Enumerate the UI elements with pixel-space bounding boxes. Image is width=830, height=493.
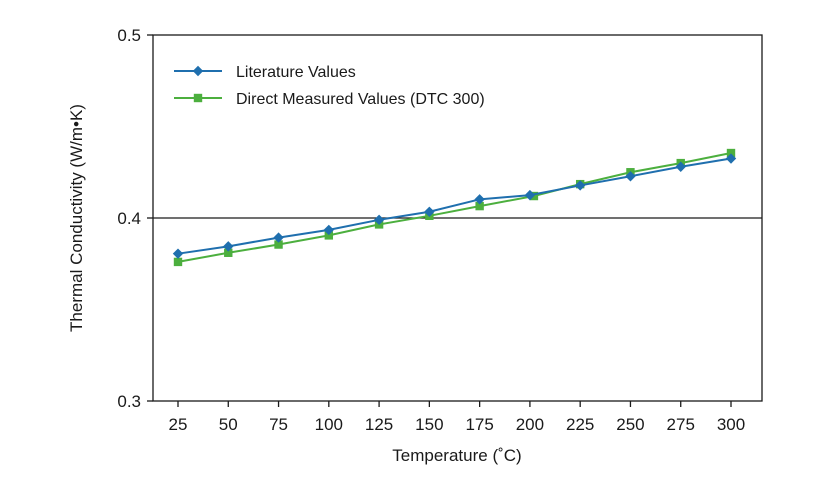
x-tick-label: 175: [465, 415, 493, 434]
data-point: [323, 224, 335, 236]
x-tick-label: 75: [269, 415, 288, 434]
data-point: [273, 232, 284, 243]
series-literature-values: [172, 153, 737, 259]
data-point: [726, 148, 736, 158]
data-point: [223, 241, 234, 252]
series-layer: [172, 148, 737, 267]
data-point: [725, 153, 737, 164]
y-axis-ticks: 0.3 0.4 0.5: [117, 26, 153, 411]
legend: Literature Values Direct Measured Values …: [174, 64, 485, 108]
legend-item: Direct Measured Values (DTC 300): [174, 91, 485, 108]
x-tick-label: 25: [169, 415, 188, 434]
x-tick-label: 50: [219, 415, 238, 434]
data-point: [274, 240, 283, 249]
y-tick-label: 0.5: [117, 26, 141, 45]
x-axis-title: Temperature (˚C): [392, 446, 521, 465]
x-axis-ticks: 25 50 75 100 125 150 175 200 225 250 275 300: [169, 401, 745, 434]
data-point: [625, 171, 636, 182]
data-point: [474, 194, 485, 205]
data-point: [224, 248, 233, 257]
x-tick-label: 250: [616, 415, 644, 434]
y-tick-label: 0.4: [117, 209, 141, 228]
legend-label: Direct Measured Values (DTC 300): [236, 91, 485, 108]
x-tick-label: 150: [415, 415, 443, 434]
x-tick-label: 100: [315, 415, 343, 434]
legend-item: Literature Values: [174, 64, 356, 81]
data-point: [675, 161, 686, 172]
y-tick-label: 0.3: [117, 392, 141, 411]
x-tick-label: 200: [516, 415, 544, 434]
data-point: [373, 214, 385, 226]
data-point: [324, 231, 334, 240]
data-point: [172, 248, 184, 259]
x-tick-label: 275: [667, 415, 695, 434]
data-point: [173, 257, 183, 267]
series-line: [177, 157, 732, 255]
x-tick-label: 125: [365, 415, 393, 434]
legend-label: Literature Values: [236, 64, 356, 81]
data-point: [524, 189, 536, 201]
data-point: [574, 180, 586, 191]
legend-marker: [193, 93, 203, 103]
data-point: [475, 201, 484, 211]
y-axis-title: Thermal Conductivity (W/m•K): [67, 104, 86, 332]
data-point: [424, 206, 435, 217]
legend-marker: [192, 65, 204, 77]
x-tick-label: 300: [717, 415, 745, 434]
x-tick-label: 225: [566, 415, 594, 434]
series-line: [177, 152, 732, 263]
